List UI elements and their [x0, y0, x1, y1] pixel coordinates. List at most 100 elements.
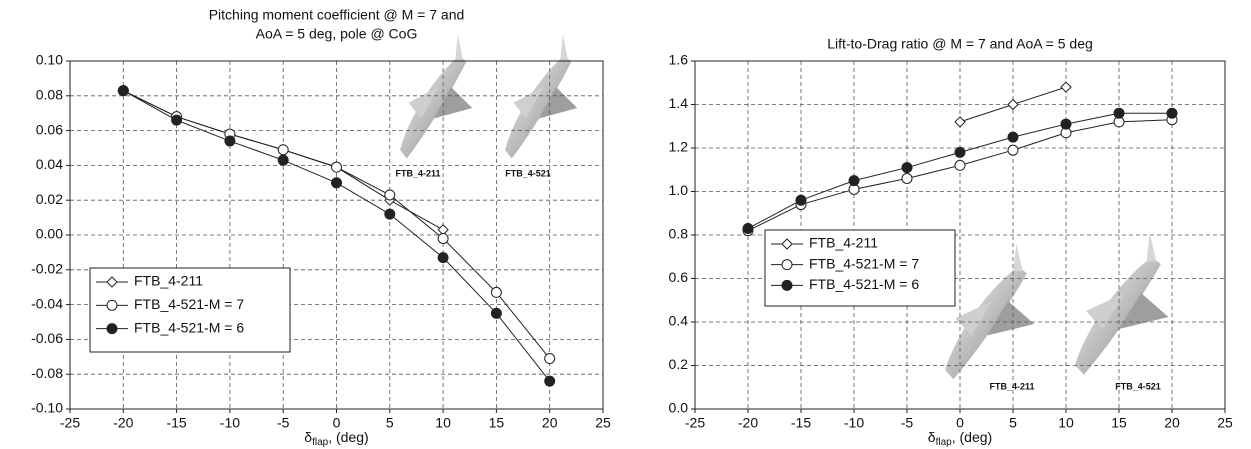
x-label-subscript: flap: [936, 437, 953, 448]
aircraft-image: [400, 34, 473, 159]
x-label-unit: , (deg): [328, 429, 368, 445]
x-label-symbol: δ: [304, 429, 312, 445]
legend-label: FTB_4-521-M = 6: [134, 319, 244, 335]
y-tick-label: 0.00: [36, 226, 63, 242]
x-tick-label: 20: [1164, 415, 1180, 431]
x-tick-label: -15: [791, 415, 811, 431]
marker: [954, 146, 966, 158]
x-axis-label: δflap, (deg): [928, 429, 992, 448]
legend-label: FTB_4-521-M = 6: [809, 276, 919, 292]
x-tick-label: -10: [220, 415, 240, 431]
aircraft-image: [945, 243, 1035, 380]
legend-label: FTB_4-211: [134, 273, 203, 289]
x-tick-label: -15: [166, 415, 186, 431]
x-tick-label: 5: [386, 415, 394, 431]
marker: [901, 162, 913, 174]
marker: [277, 144, 289, 156]
x-tick-label: 10: [1058, 415, 1074, 431]
marker: [1060, 81, 1072, 93]
marker: [1007, 144, 1019, 156]
marker: [224, 135, 236, 147]
x-label-unit: , (deg): [952, 429, 992, 445]
x-tick-label: 0: [956, 415, 964, 431]
marker: [171, 114, 183, 126]
x-label-subscript: flap: [312, 437, 329, 448]
x-tick-label: 15: [1111, 415, 1127, 431]
legend-marker: [781, 238, 793, 250]
marker: [742, 222, 754, 234]
marker: [277, 154, 289, 166]
y-tick-label: 1.4: [669, 95, 689, 111]
y-tick-label: -0.02: [31, 261, 63, 277]
marker: [1007, 131, 1019, 143]
x-tick-label: 25: [1217, 415, 1233, 431]
legend-label: FTB_4-521-M = 7: [809, 255, 919, 271]
y-tick-label: -0.08: [31, 365, 63, 381]
y-tick-label: 0.04: [36, 156, 63, 172]
y-tick-label: 0.0: [669, 400, 689, 416]
marker: [954, 116, 966, 128]
x-tick-label: -20: [738, 415, 758, 431]
x-tick-label: -25: [60, 415, 80, 431]
image-label: FTB_4-521: [1115, 381, 1161, 391]
y-tick-label: 0.02: [36, 191, 63, 207]
y-tick-label: 0.10: [36, 52, 63, 68]
chart-title: AoA = 5 deg, pole @ CoG: [256, 26, 418, 42]
y-tick-label: 0.2: [669, 356, 689, 372]
legend-box: [764, 229, 956, 307]
plot-frame: [69, 60, 604, 410]
y-tick-label: 0.6: [669, 269, 689, 285]
y-tick-label: 0.06: [36, 121, 63, 137]
x-tick-label: -5: [901, 415, 914, 431]
x-axis-label: δflap, (deg): [304, 429, 368, 448]
marker: [848, 175, 860, 187]
marker: [384, 189, 396, 201]
legend-label: FTB_4-521-M = 7: [134, 296, 244, 312]
marker: [795, 194, 807, 206]
x-tick-label: -5: [277, 415, 290, 431]
y-tick-label: 0.4: [669, 313, 689, 329]
y-tick-label: 1.2: [669, 139, 689, 155]
legend-marker: [781, 279, 793, 291]
x-tick-label: 0: [333, 415, 341, 431]
x-tick-label: 20: [542, 415, 558, 431]
marker: [1007, 98, 1019, 111]
image-label: FTB_4-521: [505, 168, 551, 178]
x-label-symbol: δ: [928, 429, 936, 445]
chart-title: Lift-to-Drag ratio @ M = 7 and AoA = 5 d…: [827, 36, 1093, 52]
x-tick-label: 10: [435, 415, 451, 431]
marker: [384, 208, 396, 220]
marker: [1060, 118, 1072, 130]
image-label: FTB_4-211: [989, 381, 1034, 391]
legend-marker: [106, 276, 118, 288]
marker: [544, 353, 556, 365]
aircraft-image: [1075, 233, 1169, 375]
marker: [331, 177, 342, 189]
marker: [490, 286, 502, 298]
marker: [490, 307, 502, 319]
marker: [1166, 107, 1178, 119]
y-tick-label: -0.10: [31, 400, 63, 416]
y-tick-label: 0.08: [36, 87, 63, 103]
x-tick-label: -20: [113, 415, 133, 431]
legend-label: FTB_4-211: [809, 235, 878, 251]
chart-title: Pitching moment coefficient @ M = 7 and: [209, 7, 465, 23]
legend-marker: [106, 299, 118, 311]
marker: [117, 85, 129, 97]
x-tick-label: -10: [844, 415, 864, 431]
marker: [331, 161, 342, 173]
legend-marker: [781, 259, 793, 271]
x-tick-label: 5: [1009, 415, 1017, 431]
plot-frame: [694, 60, 1226, 410]
image-label: FTB_4-211: [395, 168, 440, 178]
marker: [901, 172, 913, 184]
y-tick-label: 1.0: [669, 182, 689, 198]
y-tick-label: -0.06: [31, 330, 63, 346]
marker: [437, 252, 449, 264]
marker: [1113, 107, 1125, 119]
marker: [544, 375, 556, 387]
aircraft-images: [400, 34, 1169, 380]
aircraft-image: [505, 34, 578, 159]
y-tick-label: -0.04: [31, 295, 63, 311]
